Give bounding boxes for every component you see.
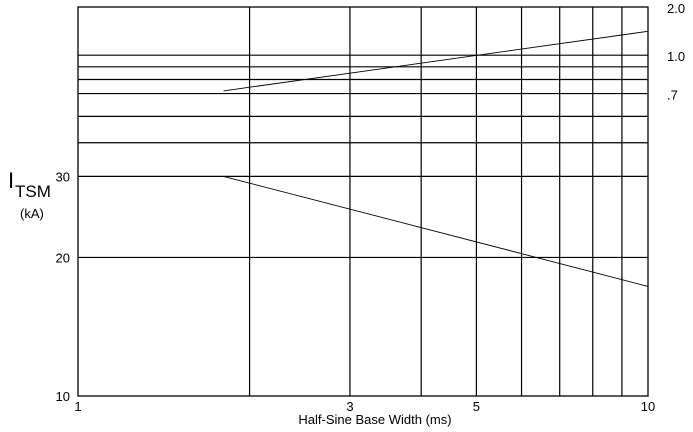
x-tick-label: 3	[346, 399, 353, 414]
y-axis-label-sub: TSM	[15, 182, 51, 201]
grid	[78, 7, 648, 396]
right-tick-label: 2.0	[667, 1, 685, 16]
plot-frame	[77, 6, 649, 397]
x-axis-label: Half-Sine Base Width (ms)	[298, 412, 451, 427]
y-tick-label: 30	[56, 169, 70, 184]
y-axis-label-main: I	[8, 168, 14, 193]
tick-labels: 1 3 5 10 10 20 30 2.0 1.0 .7	[56, 1, 686, 414]
y-axis-label: I TSM (kA)	[8, 168, 51, 221]
series-group	[223, 30, 649, 287]
x-tick-label: 1	[74, 399, 81, 414]
y-axis-label-unit: (kA)	[20, 206, 44, 221]
series-line-1	[223, 30, 649, 92]
right-tick-label: .7	[667, 88, 678, 103]
x-tick-label: 5	[473, 399, 480, 414]
y-tick-label: 10	[56, 389, 70, 404]
x-tick-label: 10	[641, 399, 655, 414]
y-tick-label: 20	[56, 250, 70, 265]
series-line-2	[223, 175, 649, 287]
right-tick-label: 1.0	[667, 49, 685, 64]
